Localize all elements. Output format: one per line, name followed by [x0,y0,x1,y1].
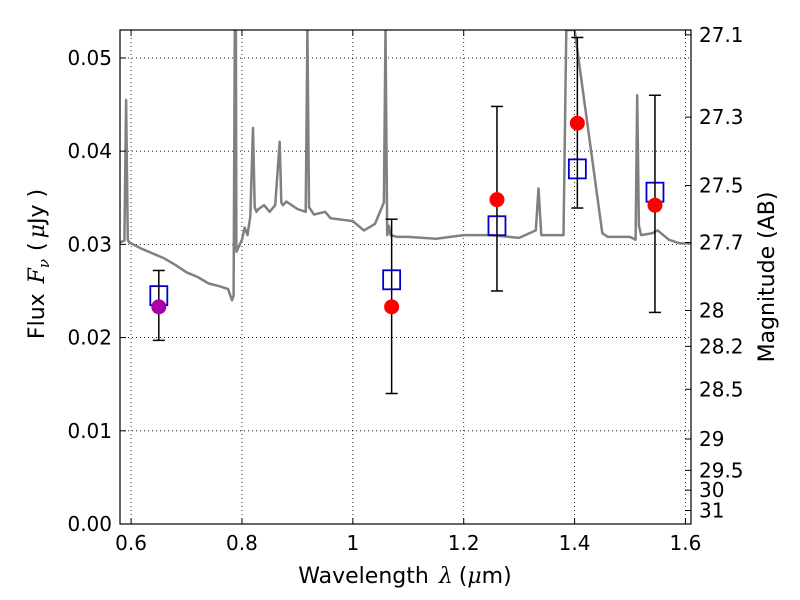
y-tick-label: 0.00 [67,512,112,536]
y-tick-label: 0.02 [67,326,112,350]
x-axis-label: Wavelength λ (μm) [298,564,511,589]
mag-tick-label: 29.5 [699,458,744,482]
x-tick-label: 1.4 [559,531,591,555]
mag-tick-label: 30 [699,478,724,502]
spectrum-line [120,30,691,302]
mag-tick-label: 29 [699,427,724,451]
mag-tick-label: 27.7 [699,231,744,255]
y-tick-label: 0.01 [67,419,112,443]
y2-axis-label: Magnitude (AB) [755,192,780,363]
x-tick-label: 0.8 [226,531,258,555]
x-tick-label: 1 [346,531,359,555]
observed-flux-point [384,299,400,315]
observed-flux-point [489,192,505,208]
x-tick-label: 1.2 [448,531,480,555]
y-tick-label: 0.05 [67,46,112,70]
mag-tick-label: 27.1 [699,23,744,47]
observed-flux-point [151,299,167,315]
observed-flux-point [647,197,663,213]
mag-tick-label: 28 [699,298,724,322]
observed-flux-point [569,115,585,131]
axis-ticks: 0.6 0.8 1 1.2 1.4 1.6 0.00 0.01 0.02 0.03 0.04 0.05… [67,23,743,555]
mag-tick-label: 28.2 [699,334,744,358]
mag-tick-label: 28.5 [699,377,744,401]
mag-tick-label: 27.5 [699,174,744,198]
mag-tick-label: 27.3 [699,105,744,129]
mag-tick-label: 31 [699,499,724,523]
x-tick-label: 0.6 [115,531,147,555]
y-tick-label: 0.03 [67,232,112,256]
grid-lines [120,30,691,525]
axes-frame [119,29,692,525]
plot-area [120,30,691,395]
y-tick-label: 0.04 [67,139,112,163]
x-tick-label: 1.6 [670,531,702,555]
y-axis-label: FluxFν(μJy ) [25,189,53,339]
